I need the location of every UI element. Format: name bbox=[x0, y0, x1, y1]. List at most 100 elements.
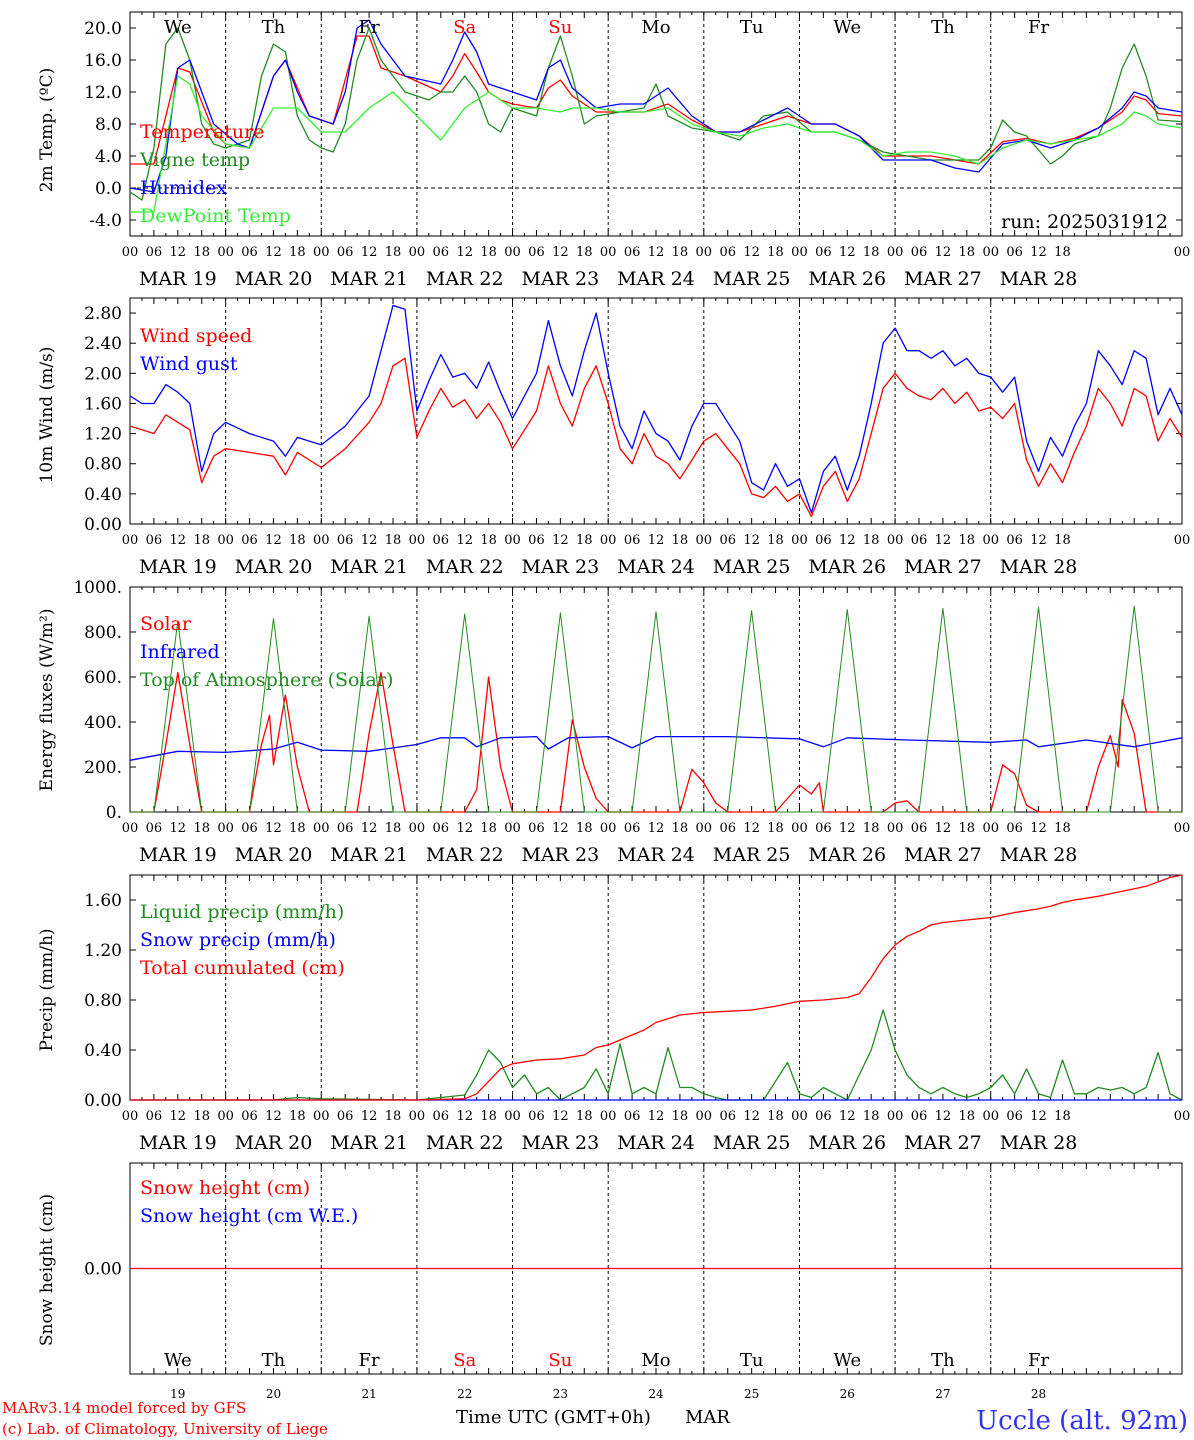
hour-label: 00 bbox=[1174, 245, 1191, 260]
y-tick-label: 0.0 bbox=[95, 179, 122, 199]
hour-label: 12 bbox=[456, 1109, 473, 1124]
date-label: MAR 21 bbox=[330, 268, 408, 290]
panel-frame bbox=[129, 297, 1183, 525]
hour-label: 18 bbox=[576, 245, 593, 260]
hour-label: 12 bbox=[935, 1109, 952, 1124]
weekday-label: Tu bbox=[740, 1350, 764, 1371]
date-label: MAR 26 bbox=[808, 556, 886, 578]
hour-label: 12 bbox=[265, 533, 282, 548]
hour-label: 00 bbox=[982, 821, 999, 836]
hour-label: 00 bbox=[887, 821, 904, 836]
hour-label: 18 bbox=[767, 821, 784, 836]
weekday-label: Fr bbox=[1028, 1350, 1049, 1371]
date-label: MAR 28 bbox=[1000, 556, 1078, 578]
weekday-label: Fr bbox=[1028, 17, 1049, 38]
hour-label: 00 bbox=[122, 533, 139, 548]
date-label: MAR 20 bbox=[235, 556, 313, 578]
legend-entry: Solar bbox=[140, 613, 192, 635]
series-line-temperature bbox=[130, 35, 1183, 165]
date-label: MAR 26 bbox=[808, 844, 886, 866]
series-line-wind-gust bbox=[129, 304, 1183, 514]
hour-label: 12 bbox=[1030, 821, 1047, 836]
hour-label: 06 bbox=[433, 821, 450, 836]
day-number-label: 24 bbox=[648, 1387, 664, 1401]
legend-entry: Vigne temp bbox=[139, 149, 250, 171]
y-axis-label: Precip (mm/h) bbox=[37, 928, 57, 1051]
hour-label: 06 bbox=[1006, 1109, 1023, 1124]
hour-label: 18 bbox=[385, 1109, 402, 1124]
hour-label: 06 bbox=[433, 245, 450, 260]
hour-label: 00 bbox=[409, 245, 426, 260]
weekday-label: Su bbox=[548, 1350, 572, 1371]
hour-label: 12 bbox=[935, 533, 952, 548]
hour-label: 12 bbox=[170, 245, 187, 260]
date-label: MAR 28 bbox=[1000, 1132, 1078, 1154]
hour-label: 12 bbox=[743, 1109, 760, 1124]
hour-label: 06 bbox=[146, 821, 163, 836]
hour-label: 18 bbox=[863, 1109, 880, 1124]
date-label: MAR 21 bbox=[330, 556, 408, 578]
hour-label: 00 bbox=[217, 245, 234, 260]
y-tick-label: 2.80 bbox=[84, 304, 122, 324]
day-number-label: 19 bbox=[170, 1387, 185, 1401]
day-number-label: 20 bbox=[266, 1387, 281, 1401]
hour-label: 18 bbox=[576, 821, 593, 836]
hour-label: 12 bbox=[170, 1109, 187, 1124]
date-label: MAR 20 bbox=[235, 1132, 313, 1154]
y-tick-label: 0.80 bbox=[84, 455, 122, 475]
day-number-label: 23 bbox=[553, 1387, 568, 1401]
hour-label: 18 bbox=[863, 533, 880, 548]
hour-label: 12 bbox=[361, 821, 378, 836]
date-label: MAR 21 bbox=[330, 844, 408, 866]
panel-3: 1000. 800. 600. 400. 200. 0. Energy fluxes (W/… bbox=[37, 578, 1190, 866]
series-line-liquid-precip-mm-h- bbox=[130, 1009, 1183, 1101]
hour-label: 00 bbox=[1174, 821, 1191, 836]
legend-entry: Infrared bbox=[140, 641, 220, 663]
hour-label: 06 bbox=[337, 821, 354, 836]
hour-label: 18 bbox=[193, 821, 210, 836]
hour-label: 00 bbox=[409, 533, 426, 548]
hour-label: 12 bbox=[1030, 245, 1047, 260]
hour-label: 00 bbox=[600, 533, 617, 548]
date-label: MAR 22 bbox=[426, 1132, 504, 1154]
hour-label: 12 bbox=[361, 1109, 378, 1124]
hour-label: 18 bbox=[863, 245, 880, 260]
hour-label: 18 bbox=[385, 821, 402, 836]
hour-label: 12 bbox=[456, 245, 473, 260]
panel-5: 0.00 Snow height (cm) Snow height (cm) Snow… bbox=[37, 1162, 1183, 1401]
date-label: MAR 27 bbox=[904, 268, 982, 290]
y-tick-label: 0.80 bbox=[84, 991, 122, 1011]
hour-label: 06 bbox=[624, 245, 641, 260]
series-line-vigne-temp bbox=[129, 27, 1183, 201]
hour-label: 12 bbox=[361, 245, 378, 260]
hour-label: 12 bbox=[743, 533, 760, 548]
y-axis-label: 2m Temp. (ºC) bbox=[37, 68, 57, 193]
hour-label: 06 bbox=[1006, 533, 1023, 548]
hour-label: 00 bbox=[504, 821, 521, 836]
y-axis-label: Snow height (cm) bbox=[37, 1194, 57, 1346]
day-number-label: 26 bbox=[840, 1387, 855, 1401]
y-tick-label: 0.00 bbox=[84, 1260, 122, 1280]
legend-entry: Snow precip (mm/h) bbox=[140, 929, 336, 951]
date-label: MAR 23 bbox=[522, 556, 600, 578]
y-tick-label: 0.40 bbox=[84, 485, 122, 505]
hour-label: 18 bbox=[1054, 533, 1071, 548]
hour-label: 18 bbox=[480, 821, 497, 836]
date-label: MAR 27 bbox=[904, 556, 982, 578]
series-line-total-cumulated-cm- bbox=[130, 874, 1183, 1101]
hour-label: 18 bbox=[1054, 1109, 1071, 1124]
hour-label: 06 bbox=[337, 245, 354, 260]
hour-label: 00 bbox=[313, 1109, 330, 1124]
series-line-wind-speed bbox=[129, 357, 1183, 518]
hour-label: 00 bbox=[504, 1109, 521, 1124]
hour-label: 06 bbox=[146, 533, 163, 548]
hour-label: 06 bbox=[241, 821, 258, 836]
date-label: MAR 19 bbox=[139, 844, 217, 866]
series-line-infrared bbox=[129, 735, 1183, 761]
hour-label: 06 bbox=[911, 1109, 928, 1124]
y-tick-label: 1.60 bbox=[84, 394, 122, 414]
day-number-label: 28 bbox=[1031, 1387, 1046, 1401]
footer: MARv3.14 model forced by GFS (c) Lab. of… bbox=[2, 1399, 1188, 1438]
date-label: MAR 23 bbox=[522, 1132, 600, 1154]
series-line-dewpoint-temp bbox=[130, 75, 1183, 213]
